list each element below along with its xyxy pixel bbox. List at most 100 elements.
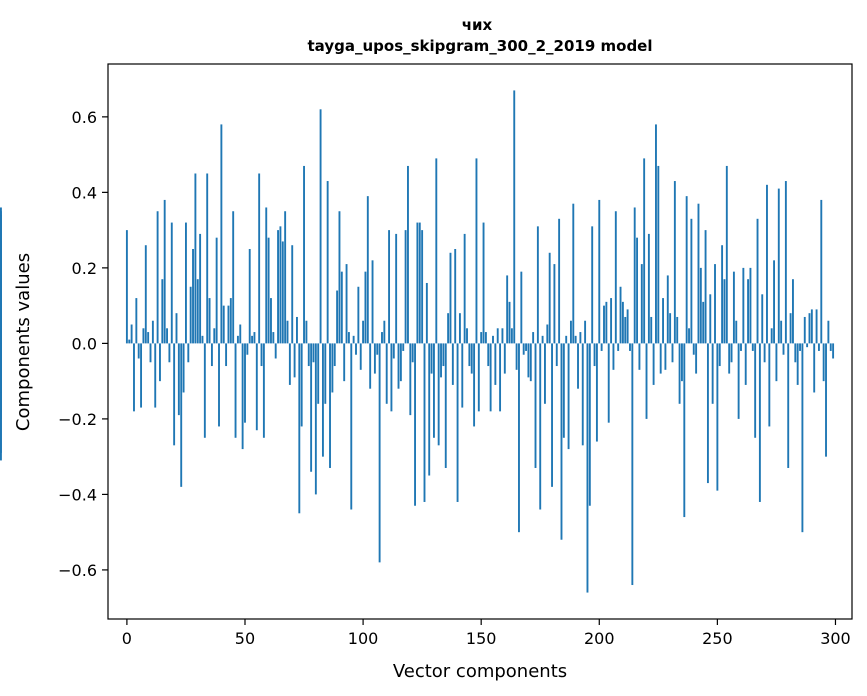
- bar-48: [239, 324, 242, 344]
- bar-53: [251, 335, 254, 344]
- bar-185: [562, 343, 565, 438]
- bar-276: [777, 188, 780, 344]
- bar-202: [603, 305, 605, 344]
- bar-156: [494, 343, 497, 385]
- bar-226: [659, 343, 662, 374]
- bar-296: [825, 343, 827, 457]
- bar-33: [203, 343, 206, 438]
- bar-248: [711, 343, 714, 404]
- bar-254: [725, 165, 728, 344]
- bar-294: [820, 199, 823, 344]
- bar-170: [527, 343, 530, 378]
- bar-291: [813, 343, 816, 393]
- bar-89: [336, 290, 339, 344]
- bar-249: [714, 264, 716, 344]
- bar-261: [742, 267, 745, 344]
- bar-274: [773, 260, 775, 344]
- bar-125: [421, 230, 424, 344]
- bar-17: [166, 328, 168, 344]
- plot-frame: [107, 63, 853, 620]
- bar-235: [681, 343, 683, 382]
- bar-51: [246, 343, 249, 355]
- bar-155: [492, 335, 494, 344]
- bar-26: [187, 343, 190, 363]
- bar-184: [560, 343, 563, 540]
- bar-60: [267, 237, 270, 344]
- y-tick-label: −0.4: [58, 485, 97, 504]
- bar-287: [803, 316, 806, 344]
- bar-204: [607, 343, 610, 423]
- bar-240: [692, 343, 695, 355]
- bar-218: [640, 264, 643, 344]
- bar-253: [723, 279, 726, 344]
- bar-199: [595, 343, 598, 442]
- bar-277: [780, 320, 783, 344]
- y-tick-label: 0.6: [72, 108, 97, 127]
- bar-157: [496, 328, 499, 344]
- bar-110: [385, 343, 388, 404]
- bar-108: [381, 332, 383, 344]
- bar-42: [225, 343, 228, 367]
- x-tick-label: 0: [122, 629, 132, 648]
- bar-35: [208, 298, 211, 344]
- bar-65: [279, 226, 282, 344]
- bar-169: [525, 343, 527, 351]
- bar-107: [378, 343, 381, 563]
- bar-19: [170, 222, 173, 344]
- bar-257: [732, 271, 735, 344]
- bar-267: [756, 218, 759, 344]
- bar-154: [489, 343, 492, 412]
- bar-93: [345, 264, 348, 344]
- bar-143: [463, 233, 466, 344]
- bar-7: [142, 328, 145, 344]
- bar-259: [737, 343, 740, 419]
- bar-121: [411, 343, 414, 363]
- bar-289: [808, 313, 811, 344]
- bar-215: [633, 207, 636, 344]
- bar-201: [600, 343, 603, 351]
- bar-137: [449, 252, 452, 344]
- bar-280: [787, 343, 790, 468]
- bar-298: [829, 343, 832, 351]
- bar-101: [364, 271, 367, 344]
- bar-13: [156, 211, 159, 344]
- bar-281: [789, 313, 792, 344]
- bar-190: [574, 335, 577, 344]
- bar-158: [499, 343, 502, 412]
- bar-171: [529, 343, 532, 382]
- bar-79: [312, 343, 315, 363]
- bar-288: [806, 343, 809, 348]
- bar-22: [177, 343, 180, 416]
- bar-113: [392, 343, 395, 359]
- bar-213: [629, 343, 631, 351]
- bar-148: [475, 158, 478, 344]
- bar-72: [296, 316, 298, 344]
- bar-116: [399, 343, 402, 382]
- bar-102: [366, 196, 369, 344]
- bar-44: [229, 298, 232, 344]
- bar-38: [215, 237, 218, 344]
- bar-270: [763, 343, 766, 363]
- bar-167: [520, 271, 523, 344]
- bar-227: [662, 298, 664, 344]
- bar-118: [404, 230, 407, 344]
- bar-58: [262, 343, 265, 438]
- bar-295: [822, 343, 825, 382]
- bar-12: [154, 343, 157, 408]
- bar-87: [331, 343, 334, 393]
- bar-178: [546, 324, 549, 344]
- bar-194: [584, 320, 587, 344]
- bar-222: [650, 316, 653, 344]
- bar-153: [487, 343, 490, 367]
- bar-279: [784, 181, 787, 344]
- y-tick-label: 0.0: [72, 334, 97, 353]
- bar-45: [232, 211, 235, 344]
- bar-251: [718, 343, 721, 367]
- bar-266: [754, 343, 757, 438]
- bar-80: [314, 343, 317, 495]
- bar-69: [288, 343, 291, 385]
- bar-247: [709, 294, 712, 344]
- bar-211: [624, 316, 627, 344]
- bar-145: [468, 343, 471, 367]
- bar-2: [130, 324, 133, 344]
